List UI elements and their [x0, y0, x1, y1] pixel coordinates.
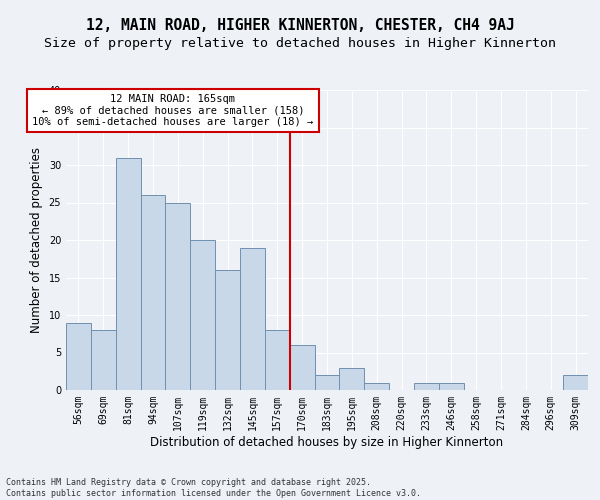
Bar — [265, 330, 290, 390]
Bar — [290, 345, 314, 390]
Bar — [563, 375, 588, 390]
Bar — [66, 322, 91, 390]
Bar — [364, 382, 389, 390]
Bar — [314, 375, 340, 390]
Bar — [116, 158, 140, 390]
Bar — [91, 330, 116, 390]
Y-axis label: Number of detached properties: Number of detached properties — [30, 147, 43, 333]
Text: 12 MAIN ROAD: 165sqm
← 89% of detached houses are smaller (158)
10% of semi-deta: 12 MAIN ROAD: 165sqm ← 89% of detached h… — [32, 94, 314, 127]
X-axis label: Distribution of detached houses by size in Higher Kinnerton: Distribution of detached houses by size … — [151, 436, 503, 448]
Bar — [190, 240, 215, 390]
Bar — [414, 382, 439, 390]
Bar — [215, 270, 240, 390]
Bar — [340, 368, 364, 390]
Text: Contains HM Land Registry data © Crown copyright and database right 2025.
Contai: Contains HM Land Registry data © Crown c… — [6, 478, 421, 498]
Bar — [439, 382, 464, 390]
Bar — [166, 202, 190, 390]
Text: 12, MAIN ROAD, HIGHER KINNERTON, CHESTER, CH4 9AJ: 12, MAIN ROAD, HIGHER KINNERTON, CHESTER… — [86, 18, 514, 32]
Bar — [140, 195, 166, 390]
Text: Size of property relative to detached houses in Higher Kinnerton: Size of property relative to detached ho… — [44, 38, 556, 51]
Bar — [240, 248, 265, 390]
